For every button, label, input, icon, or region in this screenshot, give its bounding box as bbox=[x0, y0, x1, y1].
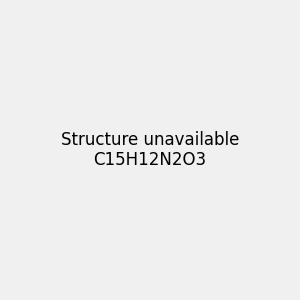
Text: Structure unavailable
C15H12N2O3: Structure unavailable C15H12N2O3 bbox=[61, 130, 239, 170]
